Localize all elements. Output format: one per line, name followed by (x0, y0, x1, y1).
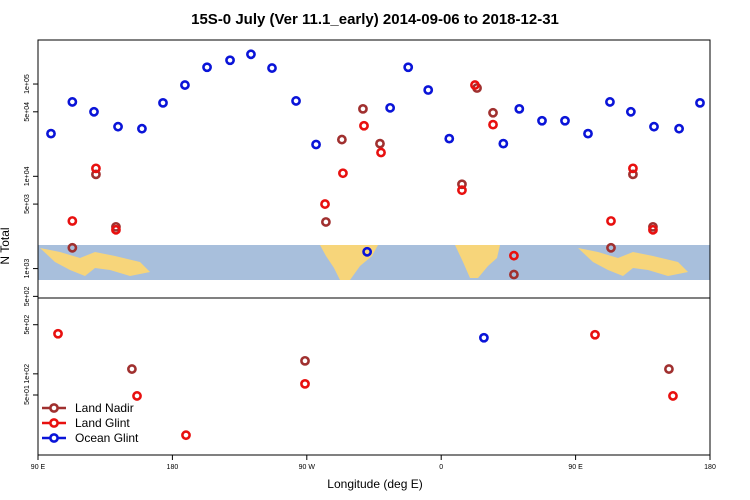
chart-title: 15S-0 July (Ver 11.1_early) 2014-09-06 t… (191, 11, 559, 28)
point (362, 246, 373, 257)
point (321, 217, 331, 227)
point (488, 107, 498, 118)
point (53, 328, 63, 339)
point (385, 102, 396, 113)
point (67, 97, 78, 107)
map-land (40, 248, 150, 276)
point (113, 121, 123, 132)
world-map (38, 245, 710, 280)
point (300, 378, 310, 389)
x-tick-label: 90 E (31, 464, 46, 471)
point (358, 103, 368, 114)
point (375, 138, 385, 149)
x-axis-label: Longitude (deg E) (327, 477, 422, 491)
x-tick-label: 0 (439, 464, 443, 471)
point (338, 168, 348, 179)
point (376, 147, 386, 158)
point (664, 364, 674, 374)
y-tick-label: 5e+02 (24, 315, 31, 335)
point (111, 224, 121, 235)
plot-frame (37, 39, 711, 456)
y-tick-label: 5e+03 (24, 194, 31, 214)
map-land (455, 245, 500, 278)
point (359, 120, 369, 131)
legend-label: Land Glint (75, 416, 130, 430)
point (132, 391, 142, 401)
y-tick-label: 1e+02 (24, 364, 31, 384)
point (180, 80, 190, 90)
x-tick-label: 90 E (568, 464, 583, 471)
point (158, 97, 168, 108)
point (488, 119, 498, 130)
map-land (578, 248, 688, 276)
y-tick-label: 1e+04 (24, 166, 31, 186)
point (267, 63, 277, 73)
point (560, 115, 570, 126)
legend-label: Land Nadir (75, 401, 134, 415)
point (628, 163, 638, 174)
point (479, 332, 489, 343)
point (67, 216, 78, 226)
point (695, 97, 705, 108)
point (674, 123, 684, 134)
point (291, 96, 301, 106)
point (509, 250, 519, 261)
point (470, 80, 480, 90)
point (403, 62, 414, 73)
point (320, 199, 330, 209)
point (606, 242, 616, 253)
y-tick-label: 1e+03 (24, 259, 31, 279)
point (668, 391, 678, 401)
legend-swatch (49, 418, 59, 428)
point (181, 430, 191, 441)
point (137, 123, 147, 134)
y-tick-label: 1e+05 (24, 74, 31, 94)
y-axis-label: N Total (0, 227, 12, 264)
point (457, 185, 467, 196)
point (300, 355, 310, 366)
point (91, 163, 101, 174)
point (336, 134, 347, 145)
legend-swatch (49, 433, 59, 443)
x-tick-label: 180 (704, 464, 716, 471)
point (605, 97, 615, 107)
point (246, 49, 256, 60)
x-tick-label: 90 W (299, 464, 316, 471)
point (590, 329, 600, 340)
point (625, 106, 636, 117)
point (537, 115, 547, 126)
point (67, 242, 78, 253)
point (509, 269, 519, 280)
point (423, 85, 434, 95)
point (649, 121, 659, 132)
point (583, 128, 593, 139)
point (648, 224, 658, 235)
legend-swatch (49, 403, 59, 413)
point (444, 133, 455, 144)
y-tick-label: 5e+01 (24, 385, 31, 405)
point (514, 103, 525, 114)
point (606, 216, 616, 226)
y-tick-label: 5e+04 (24, 102, 31, 122)
point (498, 138, 509, 149)
point (89, 106, 99, 117)
legend-label: Ocean Glint (75, 431, 139, 445)
point (202, 62, 212, 73)
point (46, 128, 56, 139)
point (311, 139, 321, 150)
point (225, 55, 235, 66)
x-tick-label: 180 (167, 464, 179, 471)
point (127, 364, 137, 374)
y-tick-label: 5e+02 (24, 286, 31, 306)
